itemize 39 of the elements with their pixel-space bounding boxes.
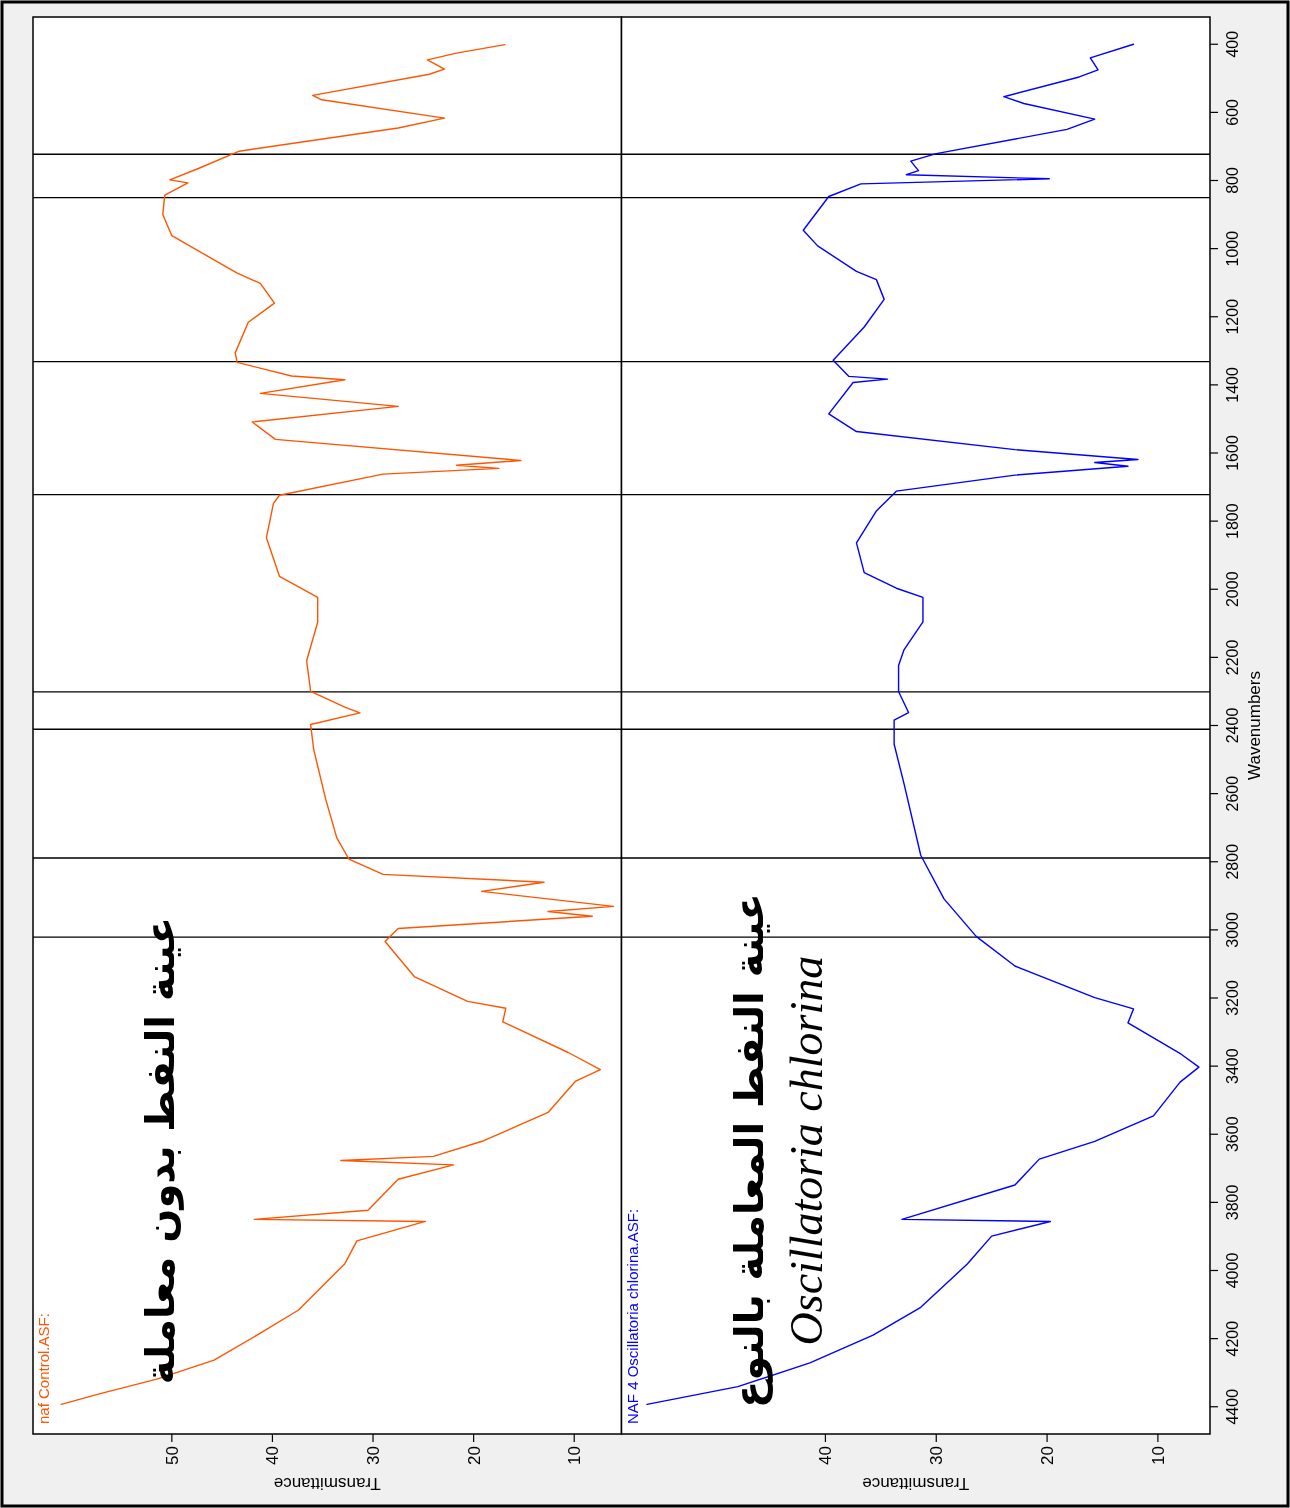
y-tick-label: 4000 [1224,1252,1241,1289]
y-tick-label: 3200 [1224,980,1241,1016]
y-tick-label: 3000 [1224,911,1241,948]
line-series [646,43,1200,1406]
annotation: عينة النفط بدون معاملة [137,916,185,1385]
y-tick-label: 2200 [1224,639,1241,676]
y-tick-label: 2400 [1224,707,1241,744]
y-tick-label: 4400 [1224,1388,1241,1425]
y-tick-label: 1400 [1224,366,1241,403]
text: naf Control.ASF: [35,1313,52,1424]
x-tick-label: 30 [927,1446,947,1465]
annotation: Oscillatoria chlorina [780,955,832,1346]
y-tick-label: 400 [1224,30,1241,58]
x-tick-label: 20 [464,1446,484,1465]
x-axis-title: Transmittance [862,1474,970,1493]
y-tick-label: 4200 [1224,1320,1241,1357]
y-tick-label: 2600 [1224,775,1241,812]
y-tick-label: 2800 [1224,843,1241,880]
x-tick-label: 30 [364,1446,384,1465]
y-tick-label: 1000 [1224,230,1241,267]
y-tick-label: 1200 [1224,298,1241,335]
x-tick-label: 40 [263,1446,283,1465]
y-tick-label: 3400 [1224,1048,1241,1084]
y-tick-label: 2000 [1224,571,1241,608]
y-tick-label: 1800 [1224,503,1241,539]
x-tick-label: 50 [162,1446,182,1465]
y-tick-label: 1600 [1224,435,1241,471]
x-tick-label: 10 [1148,1446,1168,1465]
text: NAF 4 Oscillatoria chlorina.ASF: [623,1208,641,1424]
annotation: عينة النفط المعاملة بالنوع [725,893,773,1409]
y-tick-label: 3800 [1224,1184,1241,1221]
y-axis-title: Wavenumbers [1245,671,1264,780]
x-tick-label: 40 [816,1446,836,1465]
x-tick-label: 10 [565,1446,585,1465]
y-tick-label: 3600 [1224,1116,1241,1153]
y-tick-label: 800 [1224,167,1241,194]
y-tick-label: 600 [1224,98,1241,126]
x-tick-label: 20 [1038,1446,1058,1465]
x-axis-title: Transmittance [273,1474,381,1493]
